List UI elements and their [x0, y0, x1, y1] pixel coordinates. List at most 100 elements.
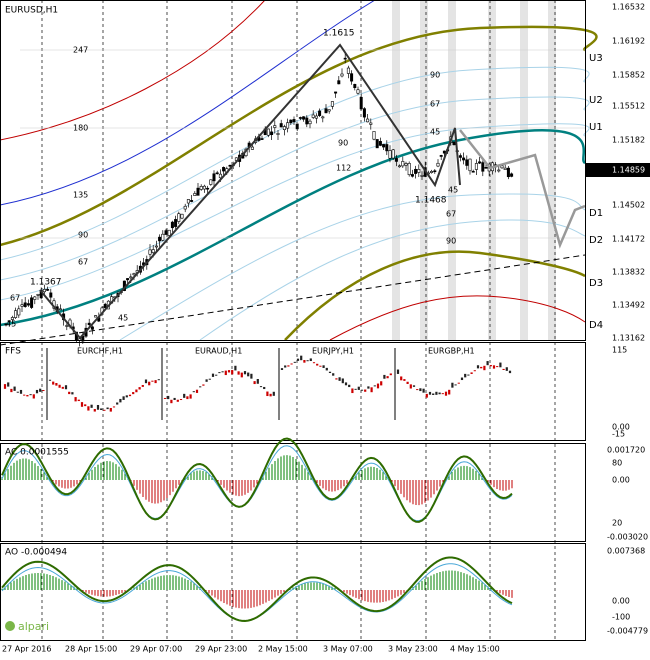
candle: [292, 119, 296, 123]
candle: [458, 155, 462, 158]
price-label: 1.13492: [612, 301, 645, 310]
candle: [94, 315, 98, 318]
candle: [436, 162, 440, 167]
grid: [41, 0, 556, 640]
candle: [190, 200, 194, 202]
candle: [298, 117, 302, 119]
ffs-candle: [176, 399, 179, 402]
candle: [500, 165, 504, 169]
candle: [90, 326, 94, 330]
ao-line: [1, 556, 513, 622]
candle: [87, 322, 91, 325]
candle: [206, 187, 210, 190]
price-label: 1.15852: [612, 71, 645, 80]
candle: [510, 173, 514, 177]
ffs-candle: [406, 381, 409, 384]
ffs-candle: [319, 365, 322, 367]
annotation: 247: [73, 46, 88, 55]
candle: [391, 149, 395, 159]
ffs-candle: [403, 379, 406, 381]
candle: [484, 167, 488, 169]
ffs-candle: [163, 397, 167, 399]
ffs-candle: [476, 365, 480, 369]
candle: [378, 141, 382, 146]
ffs-candle: [312, 362, 316, 364]
ffs-candle: [386, 376, 389, 379]
ffs-candle: [287, 365, 290, 367]
trend-line: [0, 254, 586, 346]
ffs-candle: [211, 373, 215, 377]
annotation: 67: [78, 258, 88, 267]
ffs-candle: [35, 389, 39, 394]
candle: [388, 150, 392, 159]
annotation: 1.1615: [323, 29, 355, 39]
ffs-candle: [205, 379, 208, 382]
ffs-candle: [444, 391, 448, 396]
candle: [385, 144, 389, 152]
fib-curve: [0, 123, 590, 301]
candle: [215, 172, 219, 175]
level-label: D4: [589, 320, 603, 331]
ffs-candle: [425, 393, 428, 398]
ffs-candle: [135, 389, 138, 393]
ffs-candle: [224, 370, 227, 376]
ffs-candle: [325, 367, 328, 371]
time-label: 27 Apr 2016: [2, 645, 51, 654]
ffs-candle: [486, 361, 489, 366]
ffs-candle: [502, 368, 505, 370]
ffs-candle: [141, 384, 144, 387]
price-label: 1.14172: [612, 235, 645, 244]
level-label: D3: [589, 278, 603, 289]
ffs-candle: [300, 355, 303, 361]
candle: [36, 294, 40, 296]
ffs-candle: [508, 370, 512, 374]
candle: [311, 114, 315, 118]
ffs-candle: [80, 402, 84, 407]
ao-frame: [0, 543, 586, 641]
ffs-candle: [202, 384, 205, 386]
candle: [180, 213, 184, 219]
ffs-candle: [448, 389, 451, 395]
ffs-candle: [100, 408, 103, 410]
ffs-candle: [119, 398, 122, 403]
candle: [30, 297, 34, 308]
ao-axis: 0.00: [612, 597, 630, 606]
ffs-candle: [293, 361, 296, 363]
ffs-candle: [64, 385, 68, 390]
ffs-candle: [290, 363, 293, 365]
ffs-candle: [77, 399, 80, 402]
candle: [314, 115, 318, 119]
ffs-candle: [61, 386, 64, 389]
candle: [279, 123, 283, 128]
candle: [7, 320, 11, 322]
ffs-candle: [322, 365, 325, 368]
annotation: 90: [446, 237, 456, 246]
candle: [167, 229, 171, 236]
ffs-candle: [19, 389, 23, 394]
candle: [295, 123, 299, 130]
level-label: U3: [589, 53, 603, 64]
ffs-candle: [256, 379, 259, 384]
ffs-candle: [231, 370, 234, 375]
price-label: 1.14859: [612, 166, 645, 175]
ffs-candle: [218, 372, 221, 374]
price-label: 1.15182: [612, 136, 645, 145]
candle: [58, 308, 62, 311]
ffs-candle: [138, 387, 141, 390]
ffs-candle: [167, 395, 170, 400]
ffs-candle: [93, 409, 96, 412]
ffs-candle: [457, 382, 460, 384]
annotation: 90: [78, 231, 88, 240]
annotation: 135: [73, 191, 88, 200]
candle: [250, 146, 254, 150]
time-label: 3 May 07:00: [323, 645, 373, 654]
sub-panels: [1, 348, 513, 622]
ffs-candle: [58, 384, 61, 388]
candle: [343, 57, 347, 60]
candle: [282, 126, 286, 131]
ac-axis: 0.001720: [607, 446, 645, 455]
candle: [286, 122, 290, 129]
ffs-candle: [303, 360, 306, 363]
candle: [49, 292, 53, 298]
forecast: [459, 129, 586, 249]
